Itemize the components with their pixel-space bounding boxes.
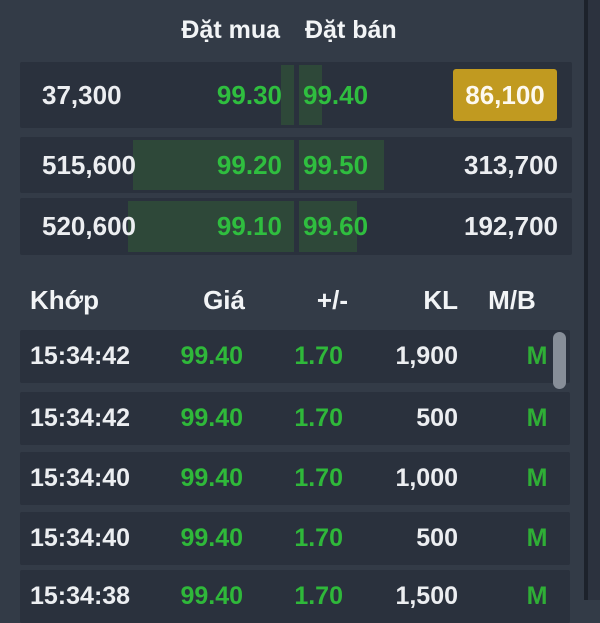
- order-book-row[interactable]: 515,600 99.20 99.50 313,700: [20, 137, 572, 193]
- buy-price-cell[interactable]: 99.10: [216, 211, 282, 241]
- trade-time: 15:34:42: [30, 404, 131, 432]
- trade-row: 15:34:40 99.40 1.70 1,000 M: [20, 452, 570, 505]
- buy-depth-bar: [128, 201, 294, 252]
- trade-side: M: [526, 464, 548, 492]
- trade-side: M: [526, 582, 548, 610]
- trade-change: 1.70: [294, 342, 343, 370]
- scrollbar-thumb[interactable]: [553, 332, 566, 389]
- buy-price-cell[interactable]: 99.30: [216, 79, 282, 110]
- sell-price-cell[interactable]: 99.60: [303, 211, 369, 241]
- trade-volume: 1,500: [395, 582, 458, 610]
- trade-side: M: [526, 524, 548, 552]
- panel-right-border: [584, 0, 588, 600]
- trade-change: 1.70: [294, 404, 343, 432]
- sell-depth-bar: [299, 140, 384, 190]
- sell-volume-cell: 313,700: [464, 149, 558, 180]
- buy-volume-cell: 37,300: [42, 79, 122, 110]
- buy-column-header: Đặt mua: [181, 16, 280, 44]
- sell-depth-bar: [299, 65, 322, 125]
- trade-volume: 1,000: [395, 464, 458, 492]
- trade-change: 1.70: [294, 524, 343, 552]
- buy-depth-bar: [281, 65, 294, 125]
- sell-volume-cell: 192,700: [464, 211, 558, 241]
- trade-price: 99.40: [180, 342, 243, 370]
- trade-time: 15:34:40: [30, 524, 131, 552]
- trade-price: 99.40: [180, 524, 243, 552]
- order-book-row[interactable]: 37,300 99.30 99.40 86,100: [20, 62, 572, 128]
- trade-side: M: [526, 404, 548, 432]
- order-book-row[interactable]: 520,600 99.10 99.60 192,700: [20, 198, 572, 255]
- trade-time: 15:34:42: [30, 342, 131, 370]
- sell-price-cell[interactable]: 99.40: [303, 79, 369, 110]
- buy-volume-cell: 515,600: [42, 149, 136, 180]
- trade-volume: 1,900: [395, 342, 458, 370]
- sell-depth-bar: [299, 201, 357, 252]
- trade-row: 15:34:42 99.40 1.70 1,900 M: [20, 330, 570, 383]
- trade-row: 15:34:42 99.40 1.70 500 M: [20, 392, 570, 445]
- trade-volume: 500: [416, 524, 458, 552]
- buy-depth-bar: [133, 140, 294, 190]
- price-header: Giá: [203, 285, 245, 315]
- trade-price: 99.40: [180, 464, 243, 492]
- trade-row: 15:34:38 99.40 1.70 1,500 M: [20, 570, 570, 623]
- change-header: +/-: [316, 285, 348, 315]
- trade-row: 15:34:40 99.40 1.70 500 M: [20, 512, 570, 565]
- volume-header: KL: [423, 285, 458, 315]
- trade-price: 99.40: [180, 404, 243, 432]
- stock-depth-panel: { "order_book": { "buy_header": "Đặt mua…: [20, 0, 600, 610]
- trade-time: 15:34:40: [30, 464, 131, 492]
- sell-price-cell[interactable]: 99.50: [303, 149, 369, 180]
- trade-change: 1.70: [294, 464, 343, 492]
- sell-volume-highlight: 86,100: [453, 69, 557, 121]
- matched-header: Khớp: [30, 285, 100, 315]
- buy-sell-header: M/B: [488, 285, 536, 315]
- trade-side: M: [526, 342, 548, 370]
- trade-volume: 500: [416, 404, 458, 432]
- buy-volume-cell: 520,600: [42, 211, 136, 241]
- sell-column-header: Đặt bán: [305, 16, 397, 44]
- buy-price-cell[interactable]: 99.20: [216, 149, 282, 180]
- panel-right-strip: [588, 0, 600, 600]
